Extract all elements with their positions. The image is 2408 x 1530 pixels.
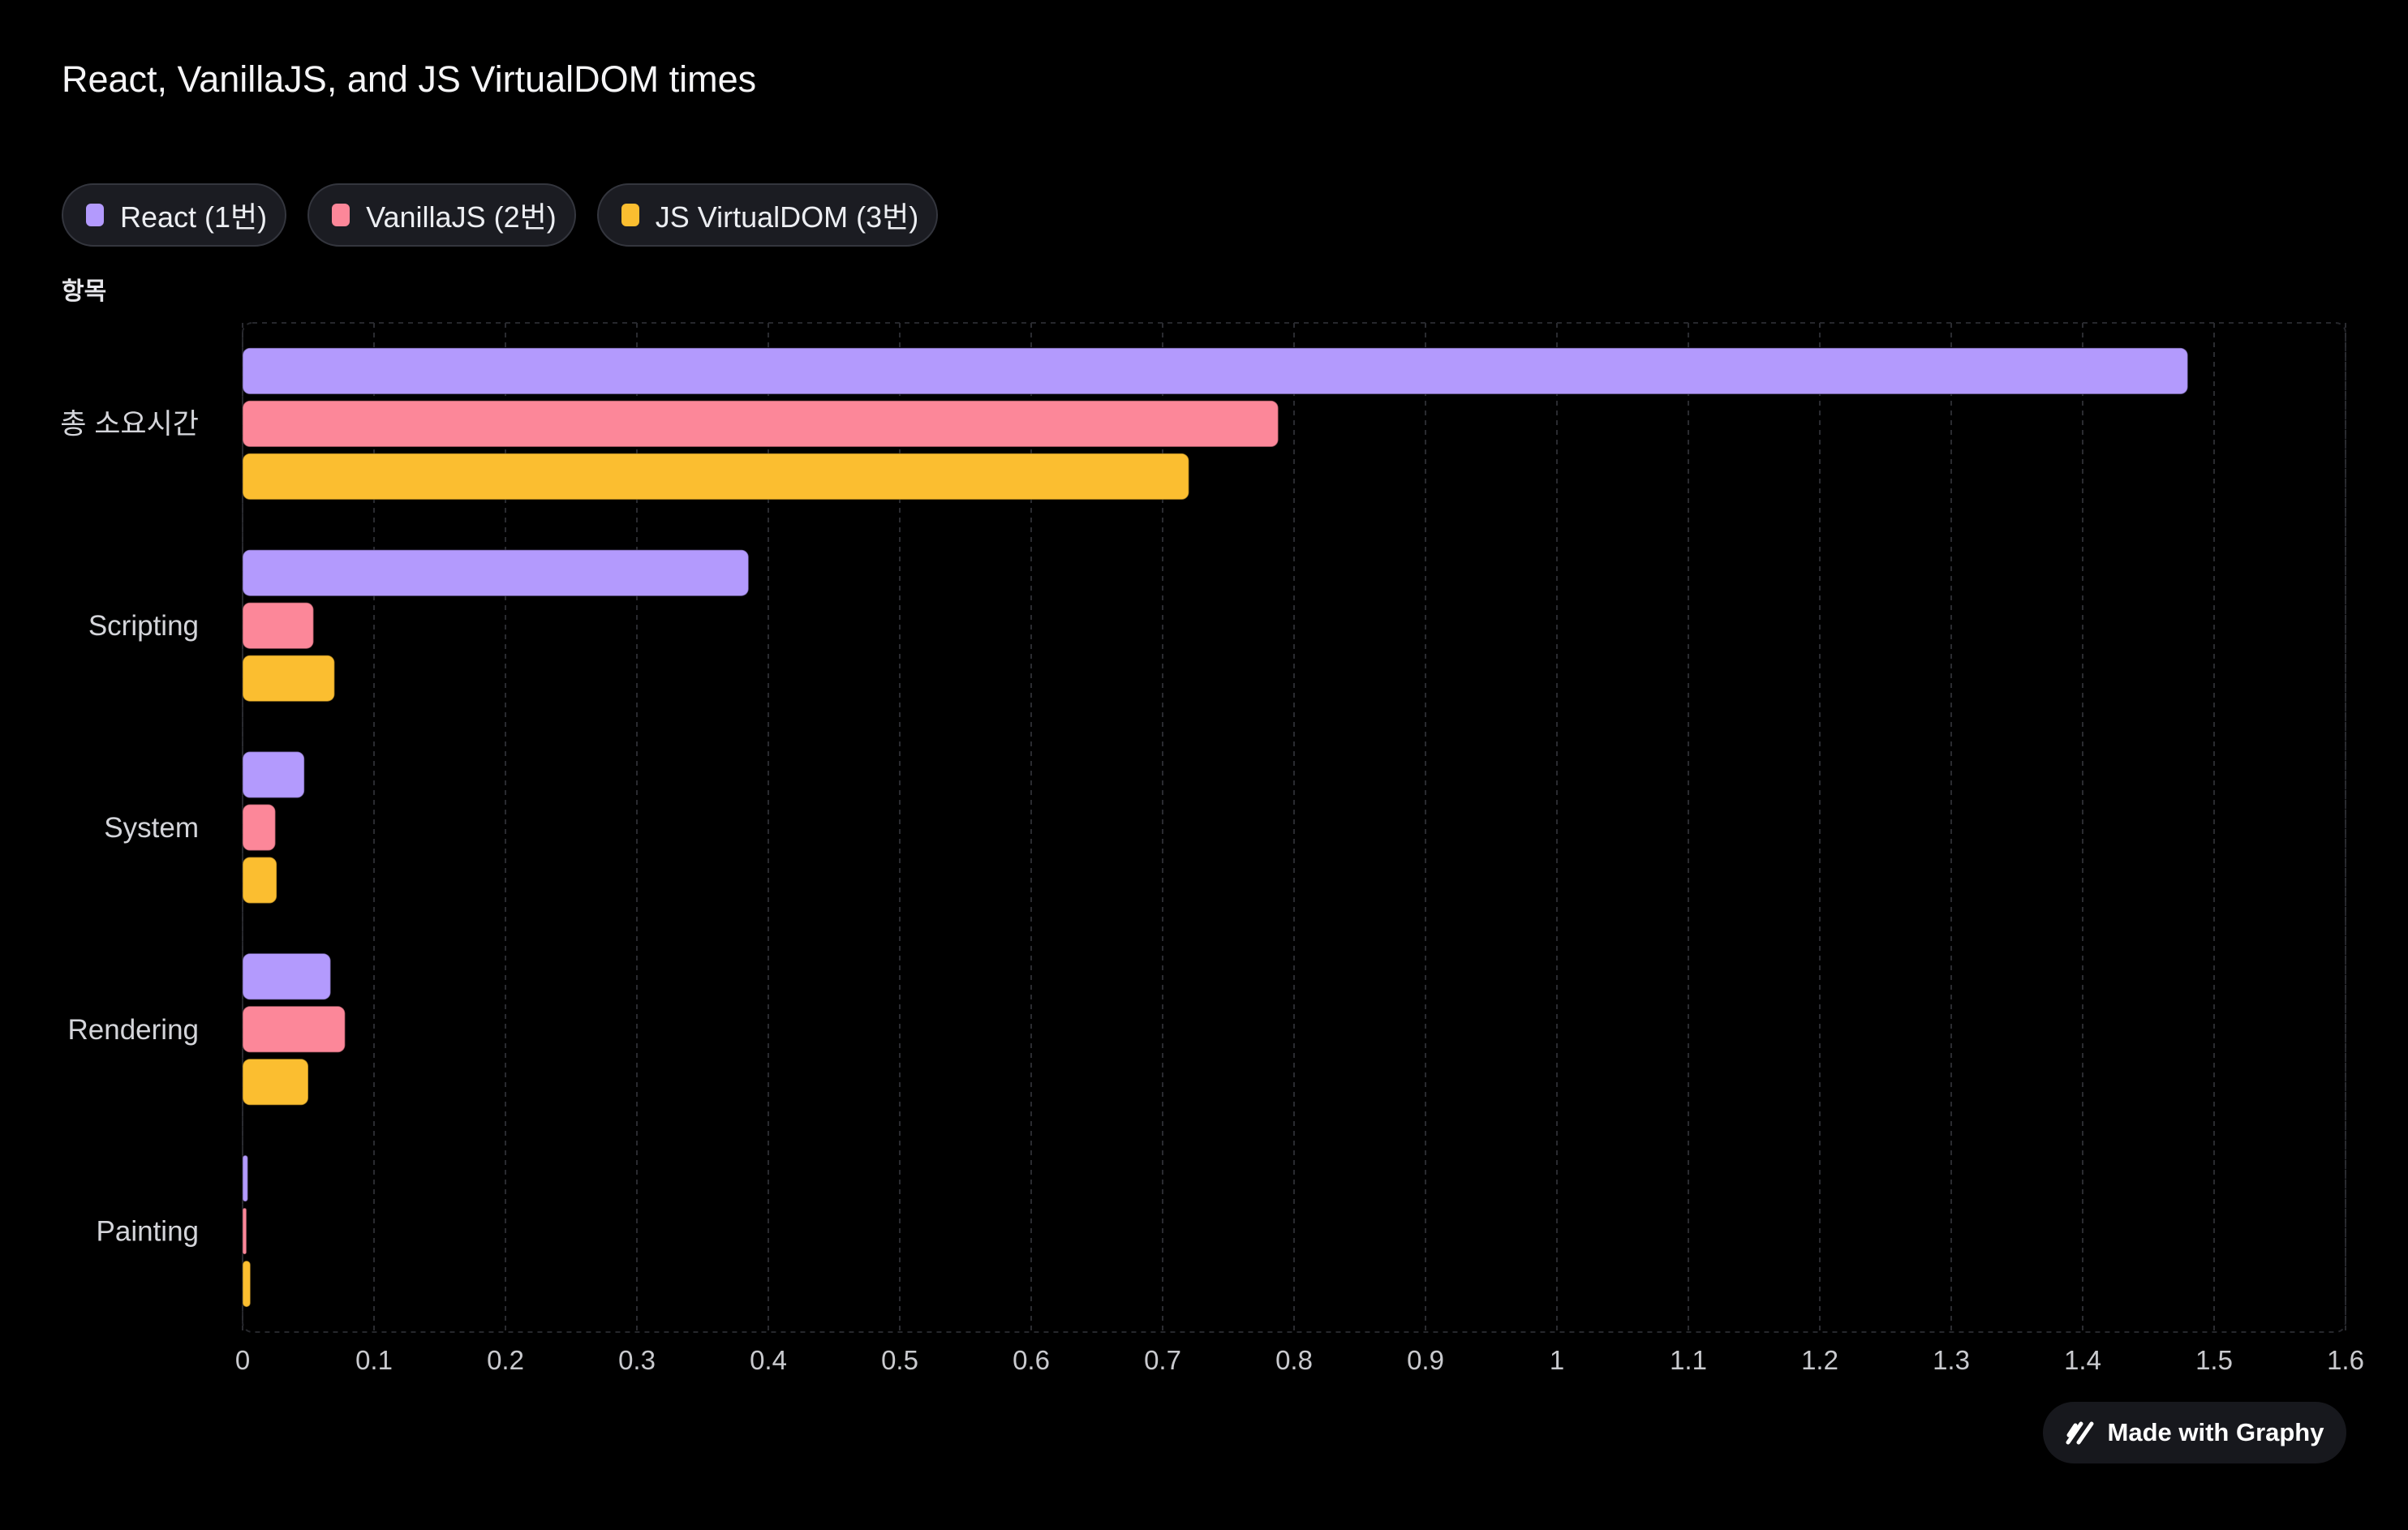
x-tick-label: 0.2 <box>487 1345 524 1375</box>
category-label: Painting <box>97 1216 199 1248</box>
bar <box>242 1005 346 1054</box>
legend-swatch-js-virtualdom <box>621 204 639 226</box>
category-label: Scripting <box>88 610 199 642</box>
bar <box>242 952 332 1001</box>
bar <box>242 1207 247 1255</box>
legend: React (1번) VanillaJS (2번) JS VirtualDOM … <box>62 183 939 247</box>
legend-label: VanillaJS (2번) <box>366 200 557 234</box>
category-label: System <box>104 812 199 844</box>
x-tick-label: 1.3 <box>1933 1345 1970 1375</box>
x-tick-label: 1.4 <box>2064 1345 2101 1375</box>
bar <box>242 856 277 905</box>
chart-title: React, VanillaJS, and JS VirtualDOM time… <box>62 58 757 100</box>
x-tick-label: 0.9 <box>1407 1345 1444 1375</box>
category-label: Rendering <box>68 1014 200 1046</box>
legend-swatch-vanillajs <box>332 204 350 226</box>
y-axis-title: 항목 <box>62 278 107 305</box>
x-tick-label: 0.8 <box>1275 1345 1313 1375</box>
legend-item-react[interactable]: React (1번) <box>62 183 287 247</box>
badge-label: Made with Graphy <box>2107 1418 2324 1446</box>
x-tick-label: 1.6 <box>2327 1345 2364 1375</box>
x-tick-label: 0.4 <box>750 1345 787 1375</box>
bar <box>242 347 2189 395</box>
bar <box>242 750 305 799</box>
x-tick-label: 0.6 <box>1013 1345 1050 1375</box>
bar <box>242 400 1279 448</box>
made-with-graphy-badge[interactable]: Made with Graphy <box>2043 1402 2346 1463</box>
x-tick-label: 0 <box>235 1345 250 1375</box>
x-tick-label: 1.1 <box>1670 1345 1707 1375</box>
legend-item-js-virtualdom[interactable]: JS VirtualDOM (3번) <box>596 183 939 247</box>
bar <box>242 803 277 852</box>
bar <box>242 548 750 597</box>
x-tick-label: 0.7 <box>1144 1345 1181 1375</box>
bar <box>242 1260 252 1308</box>
legend-label: JS VirtualDOM (3번) <box>655 200 919 234</box>
x-tick-label: 1.2 <box>1801 1345 1838 1375</box>
x-tick-label: 1.5 <box>2195 1345 2233 1375</box>
legend-swatch-react <box>86 204 104 226</box>
graphy-logo-icon <box>2066 1421 2093 1445</box>
bar <box>242 654 336 703</box>
bar <box>242 1058 309 1107</box>
x-tick-label: 0.5 <box>881 1345 918 1375</box>
bar <box>242 453 1190 501</box>
x-tick-label: 0.1 <box>355 1345 393 1375</box>
x-tick-label: 0.3 <box>618 1345 656 1375</box>
legend-item-vanillajs[interactable]: VanillaJS (2번) <box>307 183 576 247</box>
x-tick-label: 1 <box>1550 1345 1564 1375</box>
category-label: 총 소요시간 <box>60 408 199 440</box>
bar <box>242 1154 249 1202</box>
legend-label: React (1번) <box>120 200 268 234</box>
bar <box>242 601 315 650</box>
